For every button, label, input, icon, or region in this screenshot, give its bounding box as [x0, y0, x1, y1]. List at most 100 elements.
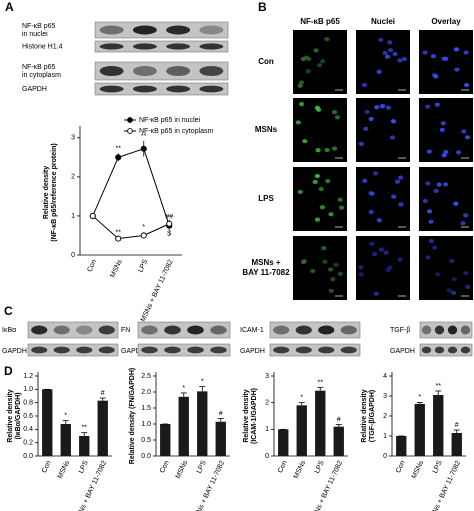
panel-label: C: [4, 304, 13, 318]
marker: [115, 154, 122, 161]
cell: [433, 188, 439, 194]
blot-band: [132, 25, 157, 35]
column-header: NF-κB p65: [300, 17, 340, 26]
blot-band: [164, 346, 181, 354]
cell: [425, 181, 431, 186]
cell: [376, 218, 382, 223]
blot-band: [199, 65, 224, 77]
cell: [361, 82, 368, 88]
cell: [464, 82, 470, 88]
y-tick-label: 1.0: [141, 421, 151, 428]
cell: [334, 115, 341, 120]
row-label: BAY 11-7082: [242, 268, 290, 277]
blot-band: [295, 325, 312, 335]
cell: [383, 250, 389, 255]
cell: [426, 149, 432, 154]
cell: [312, 179, 318, 185]
cell: [374, 105, 380, 110]
blot: [94, 40, 229, 53]
x-tick-label: MSNs: [175, 459, 190, 480]
cell: [368, 190, 374, 196]
y-tick-label: 2.0: [141, 389, 151, 396]
x-tick-label: Con: [41, 460, 53, 475]
blot-band: [132, 85, 157, 93]
line: [92, 215, 170, 240]
cell: [297, 83, 303, 88]
cell: [331, 146, 338, 151]
blot-band: [421, 325, 432, 335]
cell: [320, 59, 326, 64]
cell: [371, 252, 378, 257]
cell: [368, 209, 374, 215]
blot: [137, 321, 231, 339]
cell: [441, 56, 447, 61]
cell: [463, 50, 469, 55]
cell: [384, 54, 391, 59]
blot-label: GAPDH: [390, 348, 415, 355]
cell: [443, 149, 449, 155]
x-tick-label: Con: [159, 460, 171, 475]
cell: [450, 290, 457, 295]
y-tick-label: 1: [383, 433, 387, 440]
cell: [301, 259, 307, 264]
blot: [94, 21, 229, 39]
x-tick-label: Con: [395, 460, 407, 475]
cell: [454, 67, 460, 72]
cell: [295, 120, 301, 125]
x-tick-label: MSNs: [411, 459, 426, 480]
blot-label: NF-κB p65: [22, 23, 56, 30]
significance-mark: *: [201, 378, 204, 385]
y-axis-label: (ICAM-1/GAPDH): [251, 388, 258, 444]
significance-mark: #: [455, 422, 459, 429]
cell: [310, 268, 316, 274]
cell: [328, 288, 334, 294]
cell: [443, 182, 449, 187]
cell: [324, 37, 330, 42]
cell: [387, 40, 393, 45]
row-label: MSNs +: [251, 258, 280, 267]
cell: [397, 257, 403, 262]
blot-band: [76, 346, 93, 354]
y-tick-label: 2: [71, 174, 75, 181]
y-tick-label: 3: [383, 393, 387, 400]
cell: [315, 148, 321, 153]
cell: [433, 74, 439, 79]
cell: [434, 102, 440, 107]
cell: [363, 126, 369, 131]
cell: [387, 265, 393, 270]
cell: [436, 182, 442, 187]
cell: [385, 105, 392, 110]
blot: [94, 82, 229, 96]
y-axis-label: Relative density (FN/GAPDH): [129, 368, 136, 464]
blot: [27, 343, 119, 357]
y-axis-label: (IκBα/GAPDH): [15, 392, 22, 439]
micrograph: [419, 167, 473, 231]
cell: [464, 135, 471, 140]
blot-band: [318, 346, 335, 354]
cell: [337, 271, 343, 276]
cell: [428, 239, 434, 244]
cell: [422, 198, 428, 204]
y-tick-label: 0.4: [23, 426, 33, 433]
cell: [298, 80, 305, 85]
bar: [178, 396, 189, 456]
blot: [419, 343, 473, 357]
blot-band: [141, 325, 158, 335]
cell: [453, 47, 460, 52]
marker: [166, 220, 173, 227]
y-tick-label: 1.0: [23, 386, 33, 393]
bar: [396, 436, 407, 456]
cell: [390, 119, 397, 124]
blot-band: [434, 325, 445, 335]
significance-mark: $: [167, 231, 171, 238]
column-header: Nuclei: [371, 17, 395, 26]
bar: [333, 426, 344, 456]
micrograph: [356, 236, 410, 300]
cell: [368, 116, 374, 122]
significance-mark: *: [142, 224, 145, 231]
y-tick-label: 0: [265, 453, 269, 460]
cell: [333, 262, 339, 267]
significance-mark: *: [182, 385, 185, 392]
significance-mark: **: [82, 425, 88, 432]
cell: [372, 171, 379, 176]
